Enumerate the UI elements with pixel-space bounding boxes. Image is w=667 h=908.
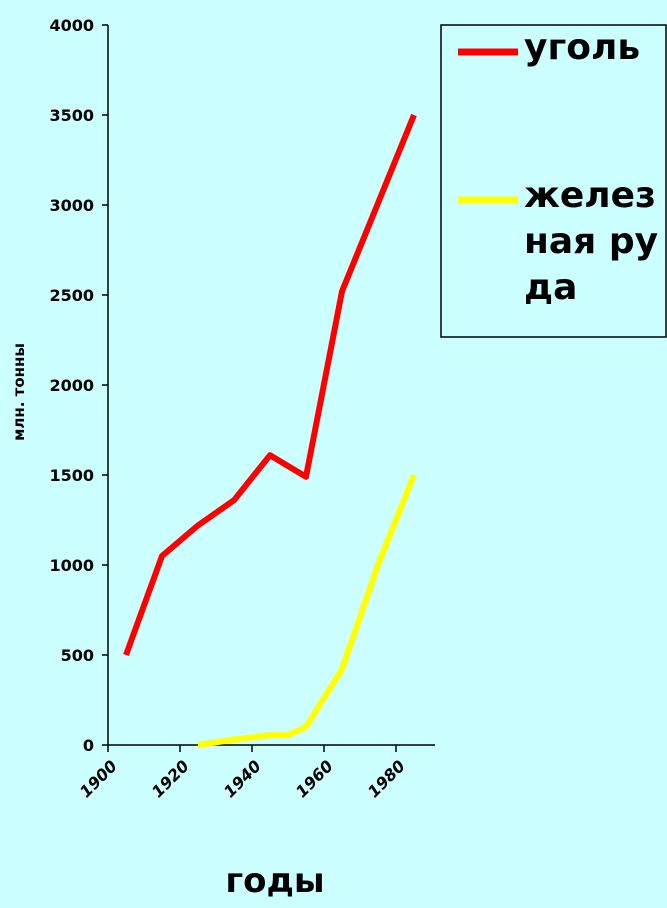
x-tick-label: 1940: [220, 756, 265, 801]
x-tick-label: 1920: [148, 756, 193, 801]
x-tick-label: 1960: [292, 756, 337, 801]
y-tick-label: 3000: [49, 196, 94, 215]
x-tick-label: 1900: [76, 756, 121, 801]
y-tick-label: 1000: [49, 556, 94, 575]
x-axis-label: годы: [225, 861, 324, 901]
line-series: [123, 113, 417, 657]
legend-label: уголь: [524, 27, 641, 68]
y-tick-label: 2500: [49, 286, 94, 305]
y-axis-label: млн. тонны: [10, 343, 28, 441]
y-tick-label: 4000: [49, 16, 94, 35]
legend-label: железная руда: [524, 175, 659, 308]
y-tick-label: 1500: [49, 466, 94, 485]
y-tick-label: 0: [83, 736, 94, 755]
line-series: [197, 473, 417, 748]
x-tick-label: 1980: [364, 756, 409, 801]
legend-box: [440, 24, 667, 338]
y-tick-label: 500: [61, 646, 94, 665]
y-tick-label: 2000: [49, 376, 94, 395]
y-tick-label: 3500: [49, 106, 94, 125]
